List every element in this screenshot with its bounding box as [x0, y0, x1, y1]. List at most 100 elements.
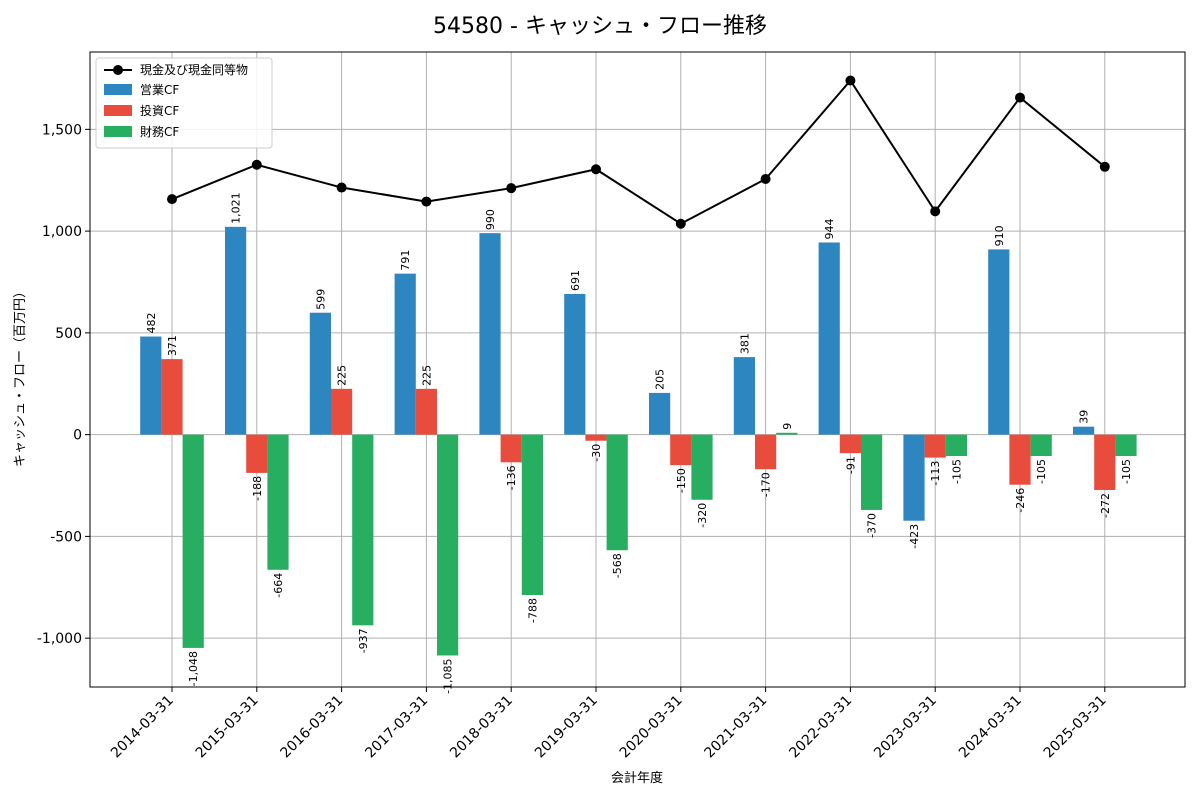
data-label: -568 — [611, 553, 624, 578]
cash-point-2015-03-31 — [251, 159, 262, 170]
bar-財務CF-2022-03-31 — [861, 434, 883, 510]
bar-投資CF-2019-03-31 — [585, 434, 607, 441]
bar-財務CF-2015-03-31 — [267, 434, 289, 570]
bars — [140, 226, 1137, 656]
data-label: 990 — [484, 209, 497, 230]
cash-line — [167, 75, 1110, 229]
bar-投資CF-2025-03-31 — [1094, 434, 1116, 490]
data-label: -664 — [272, 573, 285, 598]
data-label: 9 — [781, 423, 794, 430]
bar-営業CF-2016-03-31 — [309, 312, 331, 435]
data-label: -788 — [526, 598, 539, 623]
data-label: -937 — [357, 628, 370, 653]
y-tick-label: -1,000 — [37, 631, 82, 647]
data-label: -370 — [866, 513, 879, 538]
bar-営業CF-2017-03-31 — [394, 273, 416, 435]
cash-point-2023-03-31 — [930, 206, 941, 217]
bar-財務CF-2016-03-31 — [352, 434, 374, 626]
data-label: -150 — [675, 468, 688, 493]
bar-営業CF-2022-03-31 — [818, 242, 840, 435]
data-label: 225 — [420, 365, 433, 386]
x-tick-label: 2022-03-31 — [786, 693, 855, 762]
data-label: 371 — [166, 335, 179, 356]
x-tick-label: 2016-03-31 — [278, 693, 347, 762]
x-tick-label: 2023-03-31 — [871, 693, 940, 762]
bar-投資CF-2016-03-31 — [331, 388, 353, 435]
legend-swatch — [104, 105, 132, 116]
data-label: -113 — [929, 461, 942, 486]
data-label: 599 — [314, 289, 327, 310]
y-tick-label: 0 — [73, 428, 82, 444]
bar-財務CF-2023-03-31 — [945, 434, 967, 456]
axes: -1,000 -500 0 500 1,000 1,500 2014-03-31 2015-0… — [37, 51, 1186, 762]
legend-swatch — [104, 126, 132, 137]
data-label: -91 — [844, 456, 857, 474]
bar-投資CF-2018-03-31 — [500, 434, 522, 463]
bar-営業CF-2025-03-31 — [1073, 426, 1095, 435]
x-tick-label: 2021-03-31 — [702, 693, 771, 762]
cash-point-2022-03-31 — [845, 75, 856, 86]
bar-財務CF-2019-03-31 — [606, 434, 628, 551]
data-label: -1,085 — [442, 658, 455, 693]
y-tick-label: 1,000 — [42, 224, 82, 240]
data-label: -320 — [696, 503, 709, 528]
data-label: -272 — [1099, 493, 1112, 518]
data-label: 482 — [145, 313, 158, 334]
bar-投資CF-2020-03-31 — [670, 434, 692, 466]
data-labels: 482 1,021 599 791 990 691 205 381 944 -423 910 39 37… — [145, 192, 1133, 694]
data-label: 1,021 — [230, 192, 243, 224]
legend-label: 営業CF — [140, 83, 179, 97]
data-label: -188 — [251, 476, 264, 501]
data-label: 205 — [654, 369, 667, 390]
x-tick-label: 2015-03-31 — [193, 693, 262, 762]
x-tick-label: 2020-03-31 — [617, 693, 686, 762]
cash-point-2024-03-31 — [1015, 92, 1025, 103]
bar-財務CF-2025-03-31 — [1115, 434, 1137, 456]
bar-財務CF-2021-03-31 — [776, 432, 798, 435]
x-tick-label: 2019-03-31 — [532, 693, 601, 762]
cash-point-2019-03-31 — [591, 164, 601, 175]
data-label: 791 — [399, 250, 412, 271]
bar-営業CF-2023-03-31 — [903, 434, 925, 521]
bar-営業CF-2024-03-31 — [988, 249, 1010, 435]
bar-財務CF-2024-03-31 — [1030, 434, 1052, 456]
data-label: -105 — [1120, 459, 1133, 484]
data-label: -1,048 — [187, 651, 200, 686]
cash-point-2025-03-31 — [1099, 161, 1110, 172]
data-label: 225 — [336, 365, 349, 386]
legend-box — [95, 57, 273, 149]
y-tick-label: -500 — [50, 529, 82, 545]
x-tick-label: 2014-03-31 — [108, 693, 177, 762]
chart-title: 54580 - キャッシュ・フロー推移 — [433, 14, 767, 39]
data-label: -105 — [950, 459, 963, 484]
cash-point-2021-03-31 — [760, 174, 771, 184]
bar-財務CF-2020-03-31 — [691, 434, 713, 500]
bar-投資CF-2023-03-31 — [924, 434, 946, 458]
data-label: -423 — [908, 524, 921, 549]
bar-営業CF-2015-03-31 — [225, 226, 247, 435]
legend-label: 現金及び現金同等物 — [140, 62, 248, 77]
bar-財務CF-2018-03-31 — [521, 434, 543, 596]
data-label: -170 — [760, 472, 773, 497]
legend-swatch — [104, 84, 132, 95]
cash-point-2017-03-31 — [421, 196, 432, 207]
bar-投資CF-2017-03-31 — [415, 388, 437, 435]
bar-投資CF-2022-03-31 — [839, 434, 861, 454]
cash-point-2018-03-31 — [506, 183, 517, 194]
bar-営業CF-2021-03-31 — [733, 357, 755, 435]
cash-line-path — [171, 78, 1106, 225]
x-tick-label: 2017-03-31 — [362, 693, 431, 762]
cash-point-2020-03-31 — [675, 218, 686, 229]
bar-投資CF-2015-03-31 — [246, 434, 268, 473]
cash-point-2014-03-31 — [167, 194, 177, 205]
cash-point-2016-03-31 — [336, 182, 347, 193]
plot-frame — [89, 51, 1186, 688]
y-axis-label: キャッシュ・フロー（百万円） — [13, 285, 28, 467]
data-label: 910 — [993, 225, 1006, 246]
bar-財務CF-2017-03-31 — [437, 434, 459, 656]
legend-label: 投資CF — [140, 103, 179, 118]
bar-営業CF-2019-03-31 — [564, 293, 586, 435]
data-label: 944 — [823, 219, 836, 240]
